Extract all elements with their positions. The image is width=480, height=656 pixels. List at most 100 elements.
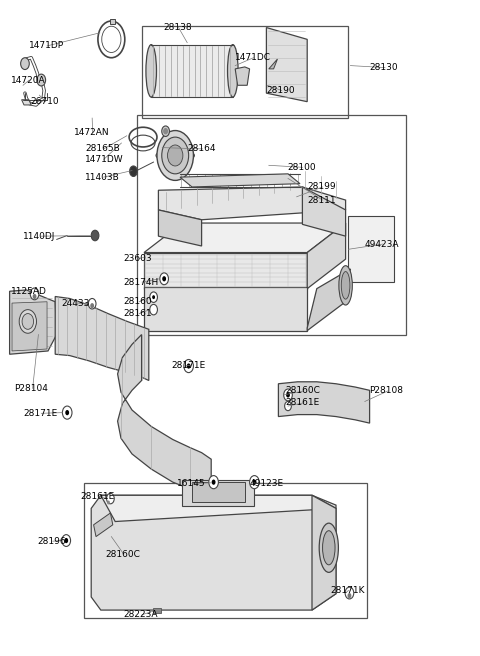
Polygon shape <box>144 253 307 289</box>
Text: 28160C: 28160C <box>106 550 141 559</box>
Text: 1471DW: 1471DW <box>85 155 124 164</box>
Circle shape <box>152 295 155 299</box>
Polygon shape <box>307 223 346 289</box>
Text: 28171E: 28171E <box>172 361 206 370</box>
Bar <box>182 480 254 506</box>
Circle shape <box>162 276 166 281</box>
Circle shape <box>150 304 157 315</box>
Polygon shape <box>118 335 211 499</box>
Circle shape <box>184 359 193 373</box>
Text: 28165B: 28165B <box>85 144 120 154</box>
Text: 28196: 28196 <box>37 537 66 546</box>
Polygon shape <box>266 28 307 102</box>
Text: 1125AD: 1125AD <box>11 287 47 297</box>
Text: 1471DC: 1471DC <box>235 53 271 62</box>
Text: P28108: P28108 <box>370 386 404 396</box>
Polygon shape <box>307 269 350 331</box>
Text: 28223A: 28223A <box>124 610 158 619</box>
Circle shape <box>160 273 168 285</box>
Text: 28160C: 28160C <box>286 386 321 396</box>
Ellipse shape <box>323 531 335 565</box>
Circle shape <box>64 538 68 543</box>
Text: 28171E: 28171E <box>23 409 57 418</box>
Circle shape <box>107 501 110 504</box>
Polygon shape <box>144 287 307 331</box>
Bar <box>192 482 245 502</box>
Circle shape <box>164 129 168 134</box>
Polygon shape <box>55 297 149 380</box>
Polygon shape <box>94 513 113 537</box>
Text: 28199: 28199 <box>307 182 336 192</box>
Text: 28138: 28138 <box>163 23 192 32</box>
Polygon shape <box>235 67 250 85</box>
Polygon shape <box>151 45 233 97</box>
Circle shape <box>348 593 351 598</box>
Circle shape <box>250 476 259 489</box>
Text: 16145: 16145 <box>177 479 205 488</box>
Text: 1471DP: 1471DP <box>29 41 64 51</box>
Circle shape <box>91 230 99 241</box>
Ellipse shape <box>339 266 352 305</box>
Circle shape <box>212 480 216 485</box>
Bar <box>348 216 394 282</box>
Circle shape <box>162 137 189 174</box>
Polygon shape <box>22 100 31 105</box>
Polygon shape <box>158 210 202 246</box>
Text: 28111: 28111 <box>307 195 336 205</box>
Circle shape <box>19 310 36 333</box>
Text: 28100: 28100 <box>287 163 316 172</box>
Polygon shape <box>312 495 336 610</box>
Ellipse shape <box>228 45 238 97</box>
Ellipse shape <box>319 523 338 572</box>
Circle shape <box>21 58 29 70</box>
Ellipse shape <box>146 45 156 97</box>
Text: 28161E: 28161E <box>81 492 115 501</box>
Text: 49123E: 49123E <box>250 479 284 488</box>
Circle shape <box>107 493 114 504</box>
Circle shape <box>157 131 193 180</box>
Circle shape <box>209 476 218 489</box>
Ellipse shape <box>341 272 350 299</box>
Circle shape <box>62 406 72 419</box>
Polygon shape <box>302 187 346 236</box>
Circle shape <box>187 363 191 369</box>
Text: 28161E: 28161E <box>286 398 320 407</box>
Polygon shape <box>269 59 277 69</box>
Polygon shape <box>91 495 336 610</box>
Circle shape <box>33 294 36 299</box>
Circle shape <box>284 389 292 401</box>
Circle shape <box>168 145 183 166</box>
Text: 28161: 28161 <box>124 309 153 318</box>
Text: 28164: 28164 <box>187 144 216 154</box>
Polygon shape <box>158 187 346 220</box>
Polygon shape <box>12 302 47 351</box>
Polygon shape <box>10 290 57 354</box>
Polygon shape <box>180 174 300 187</box>
Text: 49423A: 49423A <box>365 239 399 249</box>
Text: P28104: P28104 <box>14 384 48 393</box>
Text: 26710: 26710 <box>30 97 59 106</box>
Ellipse shape <box>156 150 194 161</box>
Circle shape <box>30 288 39 300</box>
Text: 28130: 28130 <box>370 63 398 72</box>
Circle shape <box>37 74 46 86</box>
Circle shape <box>345 587 354 599</box>
Polygon shape <box>144 223 346 253</box>
Circle shape <box>90 303 94 308</box>
Circle shape <box>130 166 137 176</box>
Bar <box>110 19 115 24</box>
Text: 1472AN: 1472AN <box>74 128 110 137</box>
Bar <box>84 483 367 618</box>
Text: 14720A: 14720A <box>11 75 46 85</box>
Circle shape <box>286 392 290 398</box>
Circle shape <box>62 535 71 546</box>
Circle shape <box>65 410 69 415</box>
Bar <box>137 115 406 335</box>
Text: 28174H: 28174H <box>124 277 159 287</box>
Text: 11403B: 11403B <box>85 173 120 182</box>
Text: 28171K: 28171K <box>330 586 365 595</box>
Text: 1140DJ: 1140DJ <box>23 232 55 241</box>
Polygon shape <box>101 495 336 522</box>
Text: 28190: 28190 <box>266 86 295 95</box>
Bar <box>142 26 348 118</box>
